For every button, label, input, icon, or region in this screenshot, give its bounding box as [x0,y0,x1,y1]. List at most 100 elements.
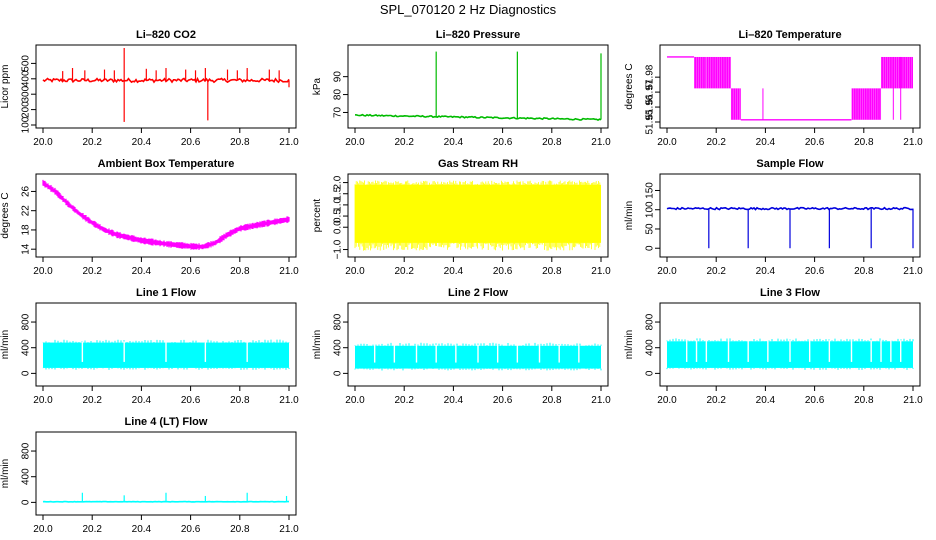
chart-title: Line 3 Flow [760,287,820,299]
series-8 [354,342,602,371]
x-tick-label: 21.0 [591,266,611,277]
x-axis: 20.0 20.2 20.4 20.6 20.8 21.0 [33,386,299,406]
x-tick-label: 20.6 [181,395,201,406]
data-block [851,88,882,120]
x-axis: 20.0 20.2 20.4 20.6 20.8 21.0 [345,257,611,277]
chart-panel-3: Li–820 Temperature 20.0 20.2 20.4 20.6 20.8 21… [624,29,923,148]
series-4 [42,179,290,250]
data-block [694,56,707,89]
series-7 [42,339,290,370]
x-tick-label: 20.4 [756,395,776,406]
y-tick-label: 51.96 [645,94,656,119]
data-block [881,56,913,89]
y-tick-label: 26 [21,185,32,197]
series-9 [666,338,914,370]
x-tick-label: 20.0 [345,137,365,148]
x-axis: 20.0 20.2 20.4 20.6 20.8 21.0 [657,257,923,277]
y-tick-label: 100 [21,116,32,133]
y-axis: 0 400 800 [645,313,660,376]
x-tick-label: 20.4 [132,395,152,406]
chart-title: Line 2 Flow [448,287,508,299]
x-tick-label: 20.8 [542,137,562,148]
y-tick-label: 2.0 [333,175,344,189]
chart-title: Li–820 Temperature [738,29,841,41]
plot-frame [35,302,297,387]
chart-title: Sample Flow [756,158,824,170]
plot-frame [347,173,609,258]
y-tick-label: 400 [21,468,32,485]
y-tick-label: 50 [645,223,656,235]
x-tick-label: 20.2 [706,266,726,277]
x-tick-label: 20.2 [706,137,726,148]
chart-panel-8: Line 2 Flow 20.0 20.2 20.4 20.6 20.8 21.0 0 400 8… [312,287,611,406]
y-tick-label: 150 [645,182,656,199]
y-tick-label: 300 [21,85,32,102]
plot-frame [659,302,921,387]
x-tick-label: 20.8 [854,137,874,148]
chart-panel-1: Li–820 CO2 20.0 20.2 20.4 20.6 20.8 21.0 100200… [0,29,299,148]
y-axis: 70 80 90 [333,71,348,118]
x-tick-label: 20.8 [542,266,562,277]
y-tick-label: 0 [333,370,344,376]
x-tick-label: 20.4 [444,137,464,148]
y-tick-label: 100 [645,201,656,218]
x-tick-label: 21.0 [591,395,611,406]
x-axis: 20.0 20.2 20.4 20.6 20.8 21.0 [657,128,923,148]
chart-panel-9: Line 3 Flow 20.0 20.2 20.4 20.6 20.8 21.0 0 400 8… [624,287,923,406]
x-tick-label: 20.6 [493,266,513,277]
x-tick-label: 20.8 [230,524,250,535]
x-tick-label: 21.0 [591,137,611,148]
x-tick-label: 20.8 [542,395,562,406]
x-tick-label: 20.2 [82,266,102,277]
y-axis: 0 50 100 150 [645,182,660,251]
data-block [730,88,741,120]
y-axis-label: degrees C [624,63,635,109]
x-tick-label: 20.2 [82,395,102,406]
y-axis: 0 400 800 [21,442,36,505]
chart-panel-2: Li–820 Pressure 20.0 20.2 20.4 20.6 20.8 21.0 7… [312,29,611,148]
x-tick-label: 20.4 [756,266,776,277]
y-tick-label: 1.0 [333,198,344,212]
figure-title: SPL_070120 2 Hz Diagnostics [380,2,557,17]
series-2 [354,51,602,122]
y-axis-label: Licor ppm [0,65,11,109]
x-tick-label: 20.2 [706,395,726,406]
x-tick-label: 20.8 [230,266,250,277]
x-tick-label: 20.0 [33,137,53,148]
x-axis: 20.0 20.2 20.4 20.6 20.8 21.0 [657,386,923,406]
x-tick-label: 20.0 [345,266,365,277]
series-1 [42,48,290,122]
y-tick-label: 70 [333,106,344,118]
y-axis: 0 400 800 [333,313,348,376]
y-tick-label: 0 [21,499,32,505]
y-tick-label: 0.5 [333,209,344,223]
chart-title: Li–820 Pressure [436,29,520,41]
chart-panel-5: Gas Stream RH 20.0 20.2 20.4 20.6 20.8 21.0 −1.… [312,158,611,277]
y-tick-label: 200 [21,101,32,118]
x-tick-label: 21.0 [279,524,299,535]
y-tick-label: 800 [21,442,32,459]
y-tick-label: 400 [21,70,32,87]
y-tick-label: 1.5 [333,186,344,200]
x-tick-label: 20.6 [493,137,513,148]
x-tick-label: 21.0 [279,266,299,277]
y-tick-label: 800 [21,313,32,330]
x-tick-label: 20.4 [444,266,464,277]
chart-title: Line 4 (LT) Flow [125,416,208,428]
x-tick-label: 20.2 [394,137,414,148]
chart-title: Ambient Box Temperature [98,158,235,170]
x-tick-label: 20.4 [132,266,152,277]
y-tick-label: 400 [21,339,32,356]
x-tick-label: 20.6 [805,395,825,406]
plot-frame [347,302,609,387]
y-tick-label: 18 [21,224,32,236]
x-tick-label: 21.0 [903,266,923,277]
chart-panel-6: Sample Flow 20.0 20.2 20.4 20.6 20.8 21.0 0 50 10… [624,158,923,277]
x-tick-label: 21.0 [903,137,923,148]
series-10 [42,492,289,503]
x-tick-label: 20.0 [657,137,677,148]
y-axis-label: ml/min [312,330,323,359]
y-tick-label: 800 [333,313,344,330]
x-tick-label: 20.0 [657,395,677,406]
